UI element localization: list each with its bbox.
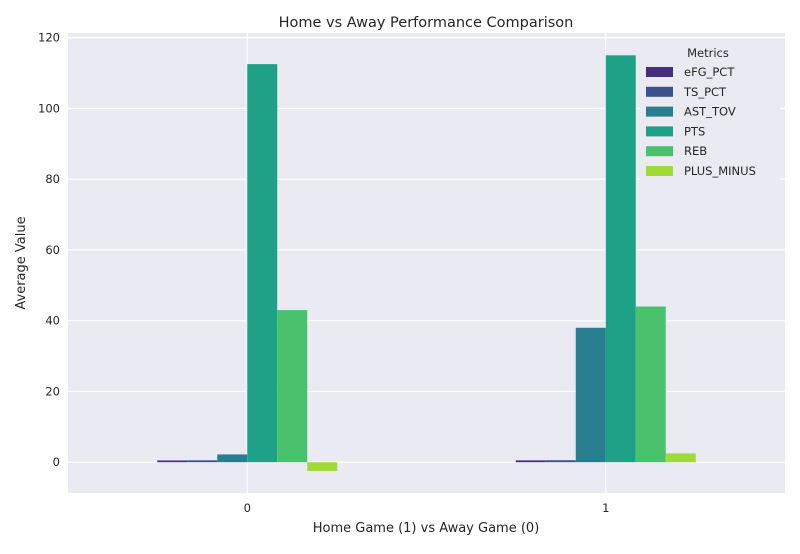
y-tick-labels: 0 20 40 60 80 100 120 xyxy=(38,31,60,470)
legend-label-pts: PTS xyxy=(684,124,705,138)
legend-items: eFG_PCT TS_PCT AST_TOV PTS REB PLUS_MINUS xyxy=(646,65,756,178)
bar-reb-0 xyxy=(277,310,308,463)
y-tick-label: 120 xyxy=(38,31,60,45)
chart-title: Home vs Away Performance Comparison xyxy=(279,15,574,31)
legend-swatch-ts_pct xyxy=(646,86,673,97)
legend-label-efg_pct: eFG_PCT xyxy=(684,65,735,79)
bars-layer xyxy=(157,55,696,472)
bar-plus_minus-1 xyxy=(665,453,696,463)
bar-efg_pct-0 xyxy=(157,460,188,463)
legend-swatch-reb xyxy=(646,146,673,157)
bar-ts_pct-0 xyxy=(187,460,218,463)
legend-label-plus_minus: PLUS_MINUS xyxy=(684,164,756,178)
legend: Metrics eFG_PCT TS_PCT AST_TOV PTS REB PLUS_M… xyxy=(640,40,780,185)
y-axis-label: Average Value xyxy=(14,216,29,309)
y-tick-label: 100 xyxy=(38,101,60,115)
bar-ts_pct-1 xyxy=(545,460,576,463)
y-tick-label: 80 xyxy=(45,172,60,186)
y-tick-label: 20 xyxy=(45,384,60,398)
bar-pts-0 xyxy=(247,64,278,463)
bar-pts-1 xyxy=(605,55,636,463)
x-axis-label: Home Game (1) vs Away Game (0) xyxy=(313,521,540,536)
bar-efg_pct-1 xyxy=(515,460,546,463)
x-tick-label: 0 xyxy=(244,501,251,515)
legend-swatch-efg_pct xyxy=(646,67,673,77)
legend-label-reb: REB xyxy=(684,144,707,158)
bar-reb-1 xyxy=(635,306,666,463)
y-tick-label: 0 xyxy=(53,455,60,469)
x-tick-label: 1 xyxy=(602,501,609,515)
legend-title: Metrics xyxy=(687,46,729,60)
y-tick-label: 60 xyxy=(45,243,60,257)
legend-swatch-pts xyxy=(646,126,673,137)
legend-swatch-ast_tov xyxy=(646,106,673,117)
legend-label-ts_pct: TS_PCT xyxy=(683,85,727,99)
legend-swatch-plus_minus xyxy=(646,166,673,176)
bar-ast_tov-1 xyxy=(575,327,606,463)
bar-plus_minus-0 xyxy=(307,462,338,472)
y-tick-label: 40 xyxy=(45,314,60,328)
legend-label-ast_tov: AST_TOV xyxy=(684,105,736,119)
bar-ast_tov-0 xyxy=(217,454,248,463)
